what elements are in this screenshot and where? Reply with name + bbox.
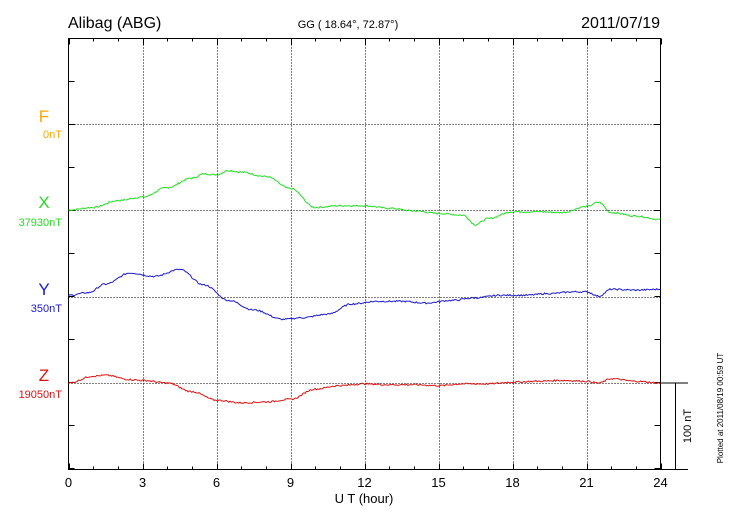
component-name-x: X: [38, 193, 49, 212]
x-tick-labels: 0 3 6 9 12 15 18 21 24: [65, 475, 668, 490]
series-lines: [68, 169, 661, 404]
x-axis-label: U T (hour): [335, 491, 394, 506]
component-labels: F 0nT X 37930nT Y 350nT Z 19050nT: [19, 107, 63, 401]
station-coordinates: GG ( 18.64°, 72.87°): [298, 19, 399, 31]
component-baseline-y: 350nT: [31, 303, 62, 315]
component-baseline-z: 19050nT: [19, 389, 63, 401]
series-line-x: [68, 169, 661, 226]
grid-lines: [68, 38, 661, 470]
x-tick-label: 15: [431, 475, 445, 490]
x-tick-label: 21: [579, 475, 593, 490]
x-tick-label: 12: [357, 475, 371, 490]
date-label: 2011/07/19: [581, 15, 660, 32]
component-baseline-f: 0nT: [43, 129, 62, 141]
x-tick-label: 0: [65, 475, 72, 490]
component-name-z: Z: [39, 366, 49, 385]
series-line-z: [68, 374, 661, 404]
axis-ticks: [68, 38, 662, 470]
station-title: Alibag (ABG): [68, 15, 161, 32]
x-tick-label: 18: [505, 475, 519, 490]
x-tick-label: 24: [653, 475, 667, 490]
series-line-y: [68, 268, 661, 321]
x-tick-label: 9: [287, 475, 294, 490]
scale-bar: 100 nT: [660, 382, 694, 470]
x-tick-label: 3: [139, 475, 146, 490]
component-name-f: F: [39, 107, 49, 126]
scale-bar-label: 100 nT: [682, 409, 694, 444]
component-name-y: Y: [38, 280, 49, 299]
plot-frame: [68, 38, 661, 470]
plotted-note: Plotted at 2011/08/19 00:59 UT: [716, 353, 725, 464]
component-baseline-x: 37930nT: [19, 217, 63, 229]
x-tick-label: 6: [213, 475, 220, 490]
